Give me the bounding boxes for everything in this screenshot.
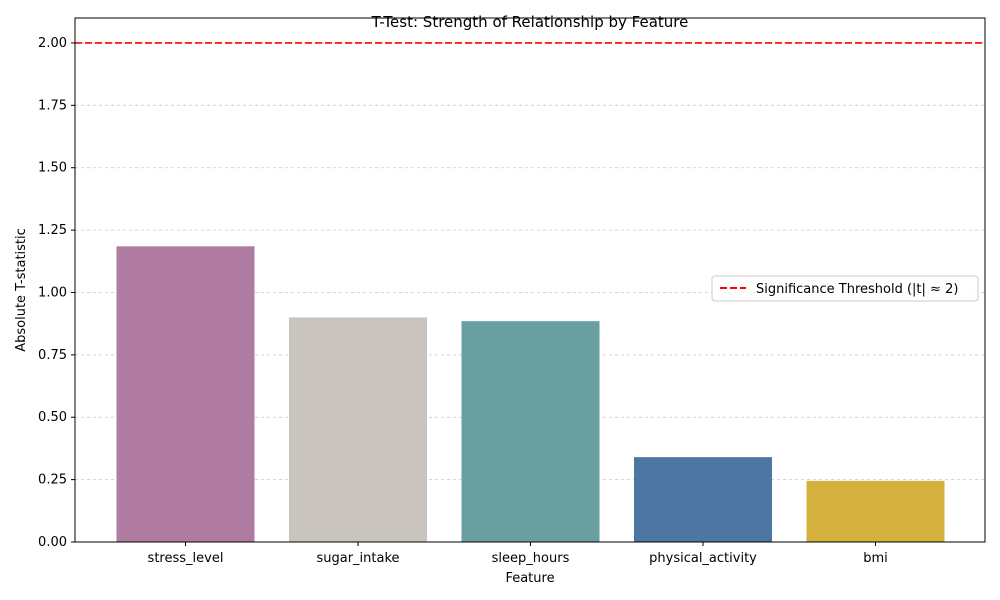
y-axis-ticks: 0.00 0.25 0.50 0.75 1.00 1.25 1.50 1.75 2.00 (38, 36, 75, 550)
y-tick-label: 0.75 (38, 348, 67, 363)
legend-label: Significance Threshold (|t| ≈ 2) (756, 282, 958, 297)
y-tick-label: 0.25 (38, 473, 67, 488)
chart-title: T-Test: Strength of Relationship by Feat… (371, 13, 689, 31)
y-tick-label: 1.25 (38, 223, 67, 238)
y-axis-label: Absolute T-statistic (14, 228, 29, 352)
bar-stress-level (116, 246, 255, 543)
y-tick-label: 0.50 (38, 410, 67, 425)
y-tick-label: 1.50 (38, 161, 67, 176)
bar-physical-activity (634, 457, 772, 542)
x-tick-label: sugar_intake (316, 551, 399, 566)
y-tick-label: 1.75 (38, 98, 67, 113)
x-tick-label: physical_activity (649, 551, 757, 566)
y-tick-label: 0.00 (38, 535, 67, 550)
x-tick-label: sleep_hours (492, 551, 570, 566)
x-axis-label: Feature (505, 571, 554, 586)
bar-sleep-hours (461, 321, 600, 542)
legend-box (711, 275, 979, 302)
legend: Significance Threshold (|t| ≈ 2) (711, 275, 979, 302)
bars (116, 246, 945, 543)
x-axis-ticks: stress_level sugar_intake sleep_hours physi… (148, 542, 888, 566)
y-tick-label: 1.00 (38, 285, 67, 300)
bar-bmi (806, 480, 945, 542)
x-tick-label: stress_level (148, 551, 224, 566)
y-tick-label: 2.00 (38, 36, 67, 51)
bar-sugar-intake (289, 317, 427, 542)
x-tick-label: bmi (863, 551, 888, 566)
